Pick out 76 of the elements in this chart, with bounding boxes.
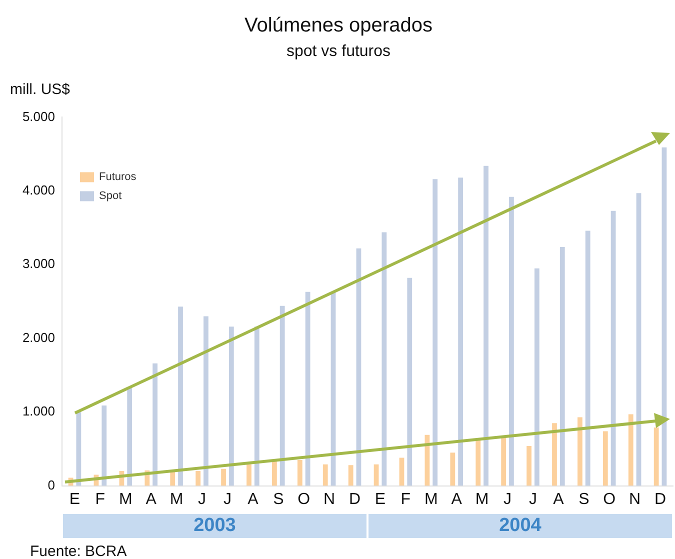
y-tick-label: 0 (48, 477, 55, 492)
y-tick-label: 1.000 (22, 404, 55, 419)
bar (254, 326, 260, 486)
x-tick-label: A (146, 490, 157, 508)
bar (76, 412, 82, 486)
x-tick-label: O (603, 490, 616, 508)
x-tick-label: D (654, 490, 666, 508)
bar (348, 465, 354, 486)
x-tick-label: J (198, 490, 206, 508)
bar (152, 363, 158, 486)
bar (407, 278, 412, 486)
bar (526, 446, 532, 486)
x-tick-label: D (348, 490, 361, 508)
bar (610, 210, 616, 486)
x-tick-label: E (374, 490, 386, 508)
bar (272, 461, 277, 486)
bar (221, 468, 226, 486)
bar (280, 306, 285, 486)
bar (560, 246, 565, 486)
bar (297, 460, 302, 486)
source-note: Fuente: BCRA (30, 543, 127, 559)
bar (382, 232, 387, 486)
bar (484, 166, 488, 486)
x-tick-label: S (273, 490, 284, 508)
y-tick-label: 4.000 (22, 182, 55, 198)
bar (534, 268, 540, 486)
bar (399, 458, 404, 486)
text: 2004 (499, 515, 542, 536)
chart-subtitle: spot vs futuros (286, 43, 391, 60)
bar (458, 178, 463, 486)
x-tick-label: E (69, 490, 80, 508)
bar (127, 388, 132, 486)
x-tick-label: N (324, 490, 336, 508)
bar (578, 417, 582, 486)
x-tick-label: F (95, 490, 106, 508)
x-tick-label: N (629, 490, 641, 508)
y-tick-label: 2.000 (22, 330, 55, 345)
x-tick-label: M (424, 490, 438, 508)
bar (196, 471, 201, 486)
y-tick-label: 3.000 (22, 256, 55, 272)
x-tick-label: M (475, 490, 489, 508)
bar (602, 431, 608, 486)
legend-label: Spot (99, 190, 122, 202)
bar (585, 230, 590, 486)
x-tick-label: A (248, 490, 259, 508)
x-tick-label: J (223, 490, 232, 508)
bar (102, 405, 107, 486)
x-tick-label: J (528, 490, 537, 508)
bar (374, 464, 379, 486)
x-tick-label: A (451, 490, 462, 508)
text: 2003 (194, 515, 236, 536)
y-tick-label: 5.000 (22, 108, 55, 124)
x-tick-label: M (118, 490, 132, 508)
bar (330, 292, 336, 486)
bar (228, 326, 234, 486)
x-tick-label: J (504, 490, 512, 508)
bar (476, 440, 481, 486)
bar (501, 437, 506, 486)
x-tick-label: A (553, 490, 564, 508)
x-tick-label: O (298, 490, 310, 508)
bar (322, 464, 328, 486)
chart-title: Volúmenes operados (244, 14, 432, 37)
bar (204, 316, 208, 486)
bar (628, 414, 634, 486)
bar (432, 179, 438, 486)
x-tick-label: F (400, 490, 411, 508)
x-tick-label: M (170, 490, 184, 508)
legend-label: Futuros (99, 171, 137, 184)
y-axis-title: mill. US$ (10, 81, 71, 98)
bar (636, 193, 642, 486)
bar (450, 452, 456, 486)
bar (246, 464, 252, 486)
bar (178, 306, 183, 486)
x-tick-label: S (578, 490, 590, 508)
bar (509, 196, 514, 486)
bar (552, 423, 557, 486)
